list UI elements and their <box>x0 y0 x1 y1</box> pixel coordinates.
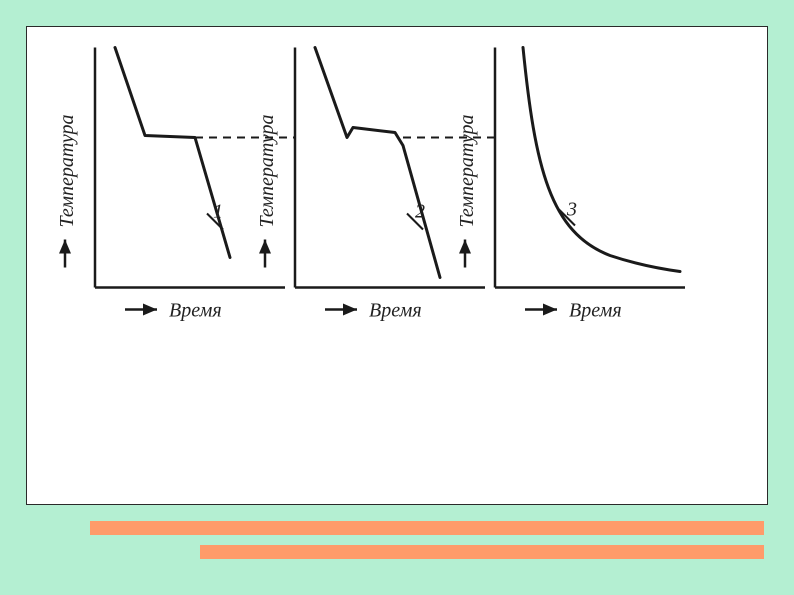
svg-text:Время: Время <box>569 300 622 322</box>
svg-text:1: 1 <box>213 201 223 223</box>
svg-text:3: 3 <box>566 199 577 221</box>
chart-panel: 1 Температура Время 2 Температура Время 3 Темпе… <box>26 26 768 505</box>
svg-text:Температура: Температура <box>456 115 478 228</box>
svg-text:2: 2 <box>415 201 425 223</box>
slide-background: 1 Температура Время 2 Температура Время 3 Темпе… <box>0 0 794 595</box>
svg-text:Время: Время <box>169 300 222 322</box>
svg-text:Время: Время <box>369 300 422 322</box>
accent-bar-2 <box>200 545 764 559</box>
svg-text:Температура: Температура <box>256 115 278 228</box>
accent-bar-1 <box>90 521 764 535</box>
svg-text:Температура: Температура <box>56 115 78 228</box>
cooling-curves-svg: 1 Температура Время 2 Температура Время 3 Темпе… <box>27 27 767 504</box>
